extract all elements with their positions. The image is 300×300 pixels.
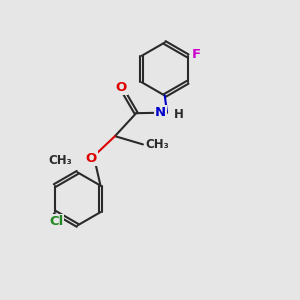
Text: H: H — [174, 109, 183, 122]
Text: CH₃: CH₃ — [145, 138, 169, 151]
Text: O: O — [116, 81, 127, 94]
Text: N: N — [155, 106, 166, 119]
Text: CH₃: CH₃ — [49, 154, 72, 167]
Text: F: F — [191, 48, 200, 61]
Text: Cl: Cl — [49, 215, 63, 228]
Text: O: O — [86, 152, 97, 165]
